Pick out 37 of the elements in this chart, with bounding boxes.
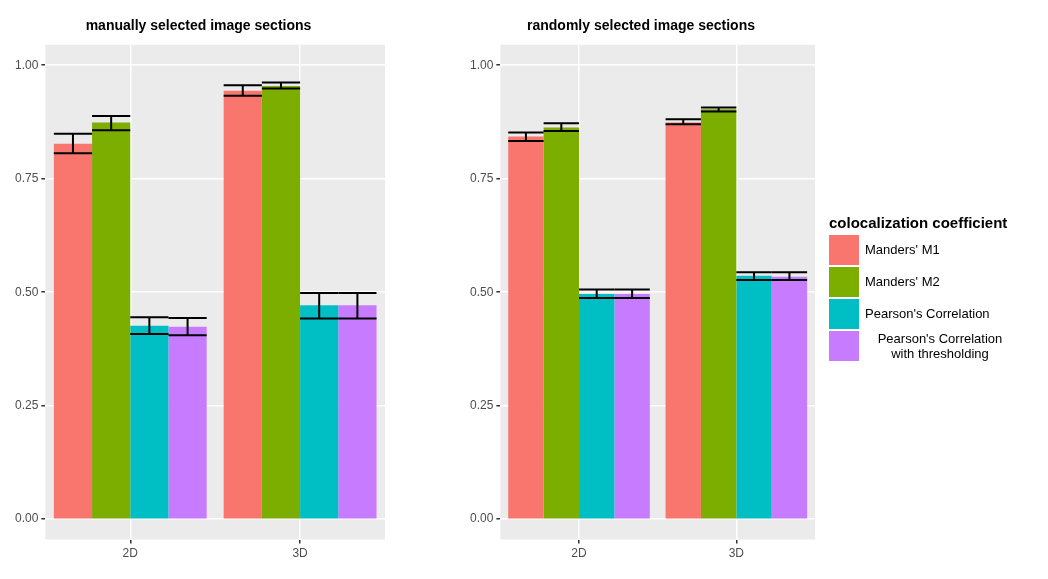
chart-title: manually selected image sections	[85, 17, 312, 34]
bar	[168, 326, 207, 519]
y-tick-label: 0.00	[15, 511, 39, 526]
bar	[508, 136, 544, 519]
legend-title: colocalization coefficient	[829, 213, 1009, 231]
bar	[665, 122, 701, 519]
bar	[53, 143, 93, 519]
legend-label: Pearson's Correlation	[865, 306, 990, 321]
y-tick-label: 0.25	[15, 398, 39, 412]
bar	[261, 86, 301, 519]
bar	[130, 325, 169, 519]
x-tick-label: 3D	[292, 546, 309, 561]
y-tick-label: 1.00	[15, 57, 39, 72]
bar	[614, 294, 650, 519]
x-tick-label: 2D	[122, 546, 139, 561]
y-tick-label: 0.25	[470, 398, 494, 412]
y-tick-label: 0.50	[470, 284, 494, 299]
bar	[771, 276, 808, 519]
bar	[300, 305, 339, 519]
bar	[700, 109, 737, 519]
chart-title: randomly selected image sections	[527, 17, 756, 34]
legend-label: Pearson's Correlation with thresholding	[876, 330, 1004, 361]
y-tick-label: 0.50	[15, 284, 39, 299]
bar	[338, 305, 377, 519]
bar	[92, 122, 131, 519]
y-tick-label: 0.75	[470, 171, 494, 186]
y-tick-label: 0.00	[470, 511, 494, 526]
legend-label: Manders' M2	[865, 274, 940, 289]
legend-label: Manders' M1	[865, 242, 940, 257]
bar	[543, 127, 580, 519]
x-tick-label: 2D	[571, 546, 588, 561]
bar	[736, 275, 772, 519]
bar	[223, 90, 262, 519]
y-tick-label: 0.75	[15, 171, 39, 186]
x-tick-label: 3D	[728, 546, 745, 561]
y-tick-label: 1.00	[470, 57, 494, 72]
bar	[579, 294, 615, 519]
